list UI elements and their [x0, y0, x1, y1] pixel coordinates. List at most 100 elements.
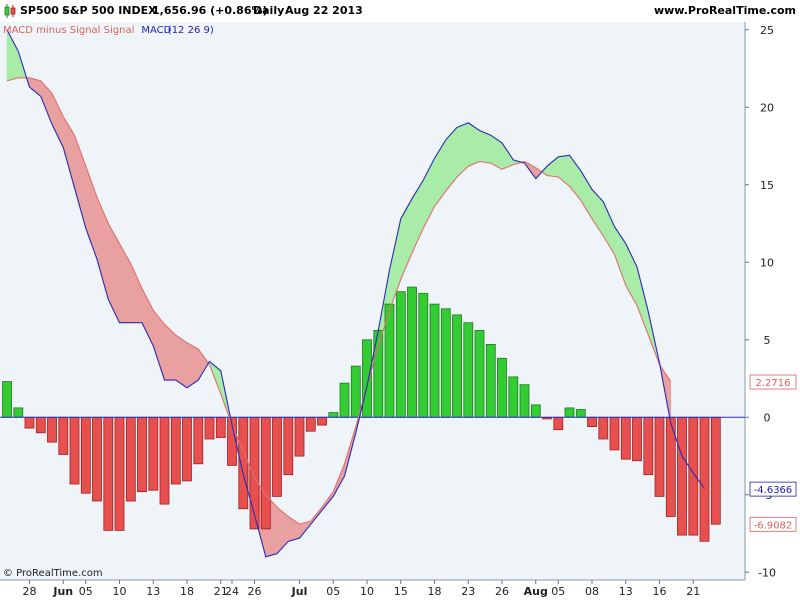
instrument-name: S&P 500 INDEX — [62, 4, 157, 17]
last-value-box — [749, 516, 797, 532]
histogram-bar — [80, 416, 91, 494]
histogram-bar — [598, 416, 609, 440]
histogram-bar — [35, 416, 46, 434]
fill-segment-down — [175, 334, 188, 389]
y-tick-label: 5 — [764, 334, 771, 347]
candlestick-icon — [4, 4, 16, 18]
histogram-bar — [283, 416, 294, 476]
chart-header: SP500 - S&P 500 INDEX 1,656.96 (+0.86%) … — [0, 0, 800, 23]
last-value-label: -4.6366 — [754, 485, 793, 496]
copyright-text: © ProRealTime.com — [3, 568, 103, 579]
histogram-bar — [440, 308, 451, 418]
legend-entry: (12 26 9) — [168, 25, 214, 36]
instrument-price: 1,656.96 (+0.86%) — [152, 4, 268, 17]
histogram-bar — [519, 384, 530, 418]
last-value-label: -6.9082 — [754, 520, 793, 531]
x-tick-label: 15 — [394, 585, 408, 598]
chart-period: Daily — [253, 4, 285, 17]
histogram-bar — [125, 416, 136, 502]
histogram-bar — [553, 416, 564, 431]
histogram-bar — [24, 416, 35, 429]
x-tick-label: 16 — [653, 585, 667, 598]
histogram-bar — [193, 416, 204, 465]
histogram-bar — [114, 416, 125, 531]
chart-date: Aug 22 2013 — [285, 4, 363, 17]
site-link[interactable]: www.ProRealTime.com — [653, 4, 796, 17]
x-tick-label: 24 — [225, 585, 239, 598]
histogram-bar — [137, 416, 147, 493]
legend-entry: MACD minus Signal Signal — [3, 25, 134, 36]
histogram-bar — [620, 416, 631, 460]
x-tick-label: Jun — [52, 585, 73, 598]
x-tick-label: 21 — [686, 585, 700, 598]
fill-segment-up — [479, 130, 492, 164]
histogram-bar — [632, 416, 642, 462]
y-tick-label: -10 — [758, 566, 776, 579]
histogram-bar — [429, 303, 440, 418]
signal-line — [6, 77, 672, 525]
x-tick-label: 26 — [495, 585, 509, 598]
histogram-bars — [2, 286, 721, 542]
histogram-bar — [418, 292, 429, 418]
histogram-bar — [305, 416, 316, 432]
x-tick-label: 13 — [619, 585, 633, 598]
histogram-bar — [58, 416, 69, 455]
histogram-bar — [677, 416, 687, 536]
histogram-bar — [654, 416, 665, 497]
histogram-bar — [350, 365, 361, 418]
histogram-bar — [148, 416, 159, 491]
histogram-bar — [587, 416, 597, 427]
histogram-bar — [69, 416, 80, 485]
histogram-bar — [643, 416, 654, 476]
histogram-bar — [249, 416, 260, 530]
x-tick-label: Aug — [524, 585, 548, 598]
y-tick-label: 20 — [760, 101, 774, 114]
x-tick-label: 10 — [113, 585, 127, 598]
histogram-bar — [339, 382, 350, 418]
x-tick-label: Jul — [291, 585, 308, 598]
x-tick-label: 18 — [180, 585, 194, 598]
histogram-bar — [2, 381, 12, 418]
histogram-bar — [452, 314, 462, 418]
histogram-bar — [204, 416, 215, 440]
date-panel — [0, 580, 800, 600]
histogram-bar — [294, 416, 305, 457]
histogram-bar — [485, 343, 496, 418]
x-tick-label: 05 — [551, 585, 565, 598]
x-tick-label: 23 — [461, 585, 475, 598]
histogram-bar — [272, 416, 282, 497]
x-tick-label: 05 — [326, 585, 340, 598]
histogram-bar — [474, 329, 485, 418]
x-tick-label: 13 — [146, 585, 160, 598]
histogram-bar — [688, 416, 699, 536]
histogram-bar — [497, 357, 507, 418]
histogram-bar — [575, 409, 586, 418]
histogram-bar — [699, 416, 710, 542]
x-tick-label: 05 — [79, 585, 93, 598]
last-value-box — [749, 374, 797, 390]
macd-line — [6, 29, 705, 558]
legend-and-labels: MACD minus Signal Signal MACD(12 26 9) © P… — [3, 25, 214, 579]
histogram-bar — [92, 416, 102, 502]
histogram-bar — [215, 416, 226, 438]
x-tick-label: 21 — [214, 585, 228, 598]
indicator-lines — [0, 29, 745, 558]
y-tick-label: 10 — [760, 256, 774, 269]
histogram-bar — [13, 407, 24, 418]
x-tick-label: 28 — [23, 585, 37, 598]
histogram-bar — [407, 286, 417, 418]
histogram-bar — [463, 322, 474, 418]
histogram-bar — [564, 407, 575, 418]
legend-entry: MACD — [141, 25, 171, 36]
instrument-symbol: SP500 - — [20, 4, 68, 17]
x-tick-label: 26 — [248, 585, 262, 598]
histogram-bar — [508, 376, 519, 418]
last-value-box — [749, 481, 797, 497]
x-tick-label: 08 — [585, 585, 599, 598]
histogram-bar — [609, 416, 620, 451]
histogram-bar — [710, 416, 721, 525]
y-tick-label: 0 — [764, 411, 771, 424]
